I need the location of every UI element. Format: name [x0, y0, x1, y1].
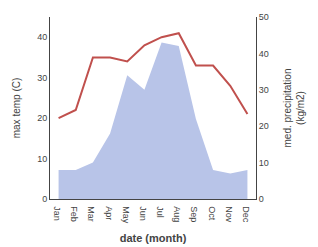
svg-text:max temp (C): max temp (C) [11, 78, 22, 139]
svg-text:0: 0 [42, 194, 47, 204]
svg-text:Sep: Sep [189, 206, 199, 222]
svg-text:50: 50 [259, 12, 269, 22]
svg-text:10: 10 [259, 158, 269, 168]
svg-text:10: 10 [37, 154, 47, 164]
svg-text:Dec: Dec [241, 206, 251, 223]
svg-text:date (month): date (month) [120, 232, 187, 244]
svg-text:0: 0 [259, 194, 264, 204]
svg-text:Oct: Oct [207, 206, 217, 221]
svg-text:40: 40 [259, 49, 269, 59]
svg-text:30: 30 [259, 85, 269, 95]
svg-text:Apr: Apr [104, 206, 114, 220]
svg-text:Aug: Aug [172, 206, 182, 222]
svg-text:Jun: Jun [138, 206, 148, 221]
svg-text:Mar: Mar [86, 206, 96, 222]
svg-text:Jul: Jul [155, 206, 165, 218]
svg-text:Jan: Jan [52, 206, 62, 221]
svg-text:med. precipitation(kg/m2): med. precipitation(kg/m2) [282, 69, 306, 148]
svg-text:40: 40 [37, 32, 47, 42]
svg-text:20: 20 [259, 121, 269, 131]
svg-text:Feb: Feb [69, 206, 79, 222]
svg-text:30: 30 [37, 73, 47, 83]
svg-text:May: May [121, 206, 131, 224]
svg-text:Nov: Nov [224, 206, 234, 223]
svg-text:20: 20 [37, 113, 47, 123]
